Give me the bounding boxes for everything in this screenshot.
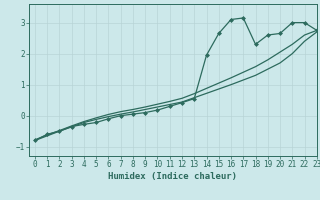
X-axis label: Humidex (Indice chaleur): Humidex (Indice chaleur)	[108, 172, 237, 181]
